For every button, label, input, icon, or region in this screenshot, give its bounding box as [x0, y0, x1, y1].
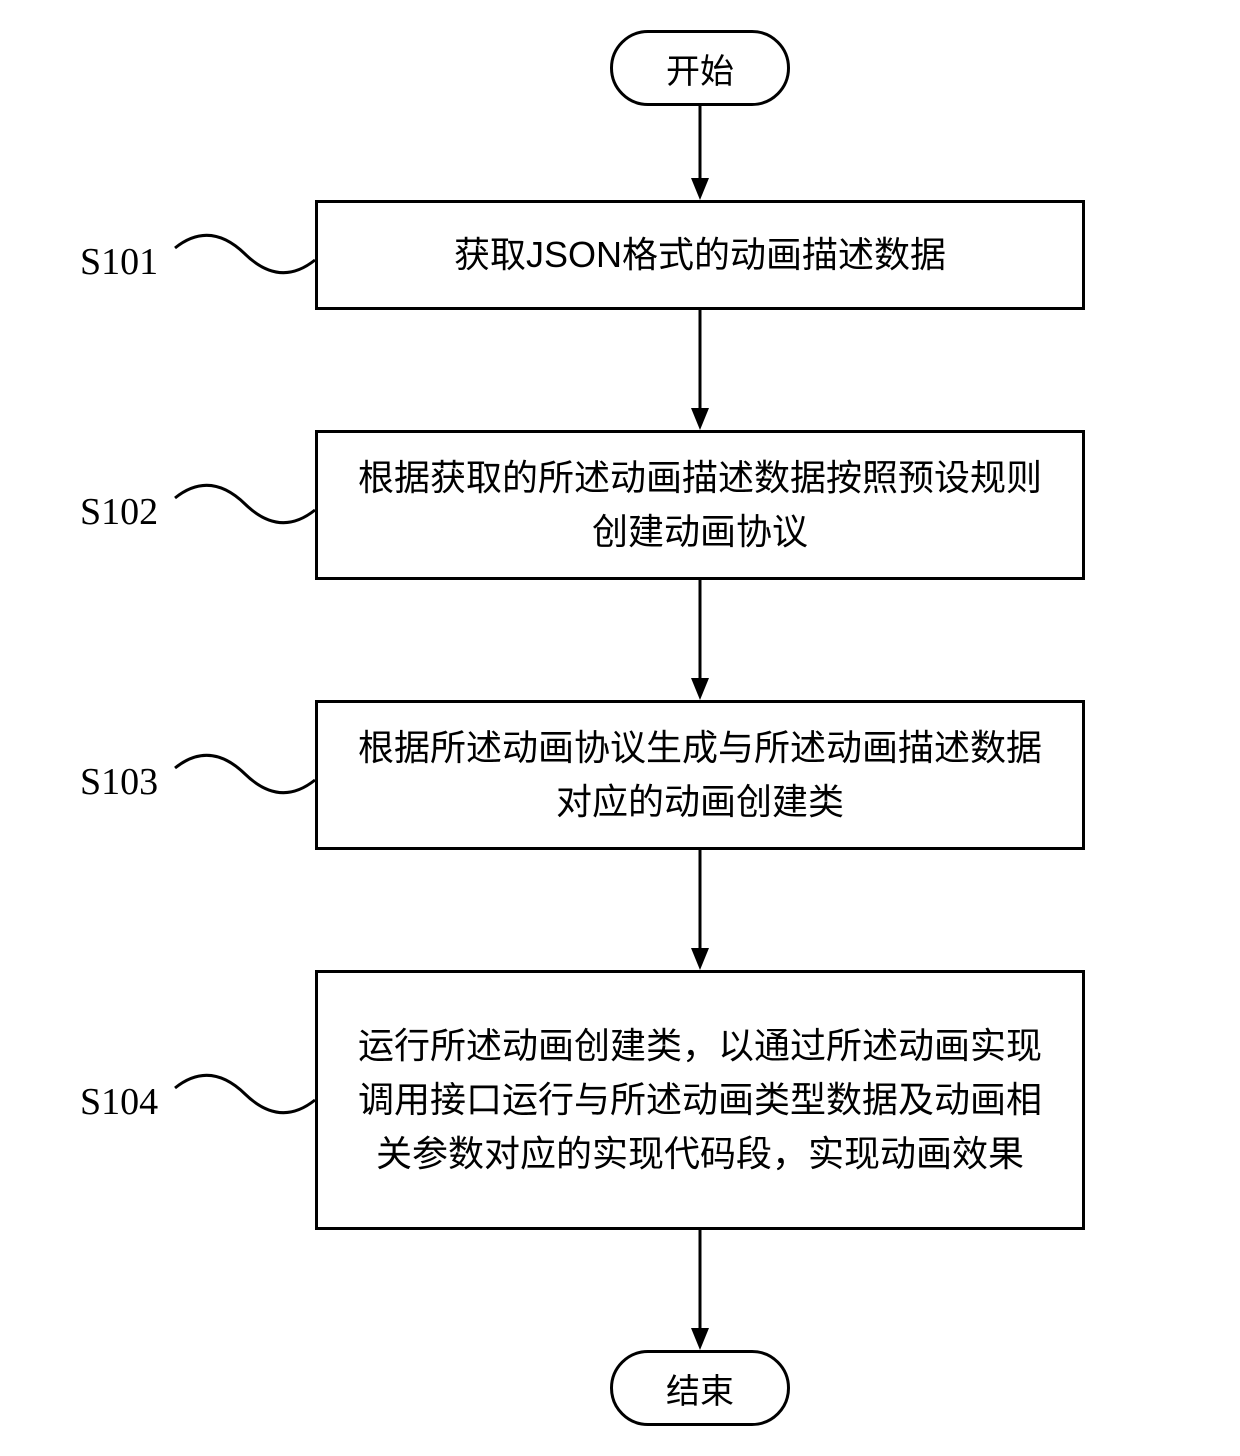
- flowchart-container: 开始 S101 获取JSON格式的动画描述数据 S102 根据获取的所述动画描述…: [0, 0, 1240, 1456]
- arrow-s103-s104: [690, 850, 710, 970]
- step-label-s101: S101: [80, 240, 158, 284]
- process-text-s101: 获取JSON格式的动画描述数据: [454, 228, 946, 282]
- start-label: 开始: [666, 44, 734, 93]
- process-s104: 运行所述动画创建类，以通过所述动画实现调用接口运行与所述动画类型数据及动画相关参…: [315, 970, 1085, 1230]
- arrow-start-s101: [690, 106, 710, 200]
- step-label-s103: S103: [80, 760, 158, 804]
- process-s102: 根据获取的所述动画描述数据按照预设规则创建动画协议: [315, 430, 1085, 580]
- arrow-s101-s102: [690, 310, 710, 430]
- process-s103: 根据所述动画协议生成与所述动画描述数据对应的动画创建类: [315, 700, 1085, 850]
- start-terminal: 开始: [610, 30, 790, 106]
- wave-connector-s103: [175, 750, 315, 810]
- end-terminal: 结束: [610, 1350, 790, 1426]
- end-label: 结束: [666, 1364, 734, 1413]
- process-s101: 获取JSON格式的动画描述数据: [315, 200, 1085, 310]
- process-text-s104: 运行所述动画创建类，以通过所述动画实现调用接口运行与所述动画类型数据及动画相关参…: [348, 1019, 1052, 1181]
- step-label-s104: S104: [80, 1080, 158, 1124]
- step-label-s102: S102: [80, 490, 158, 534]
- arrow-s104-end: [690, 1230, 710, 1350]
- process-text-s102: 根据获取的所述动画描述数据按照预设规则创建动画协议: [348, 451, 1052, 559]
- process-text-s103: 根据所述动画协议生成与所述动画描述数据对应的动画创建类: [348, 721, 1052, 829]
- wave-connector-s104: [175, 1070, 315, 1130]
- wave-connector-s101: [175, 230, 315, 290]
- wave-connector-s102: [175, 480, 315, 540]
- arrow-s102-s103: [690, 580, 710, 700]
